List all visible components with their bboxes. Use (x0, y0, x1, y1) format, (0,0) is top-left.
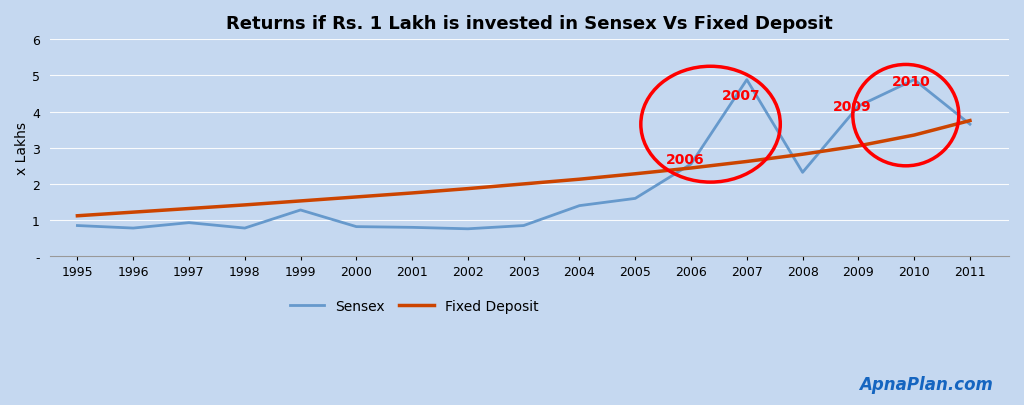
Sensex (964, 122, 976, 127)
Legend: Sensex, Fixed Deposit: Sensex, Fixed Deposit (284, 294, 544, 319)
Fixed Deposit (797, 152, 809, 157)
Y-axis label: x Lakhs: x Lakhs (15, 122, 29, 175)
Sensex (852, 104, 864, 109)
Sensex (573, 204, 586, 209)
Fixed Deposit (239, 203, 251, 208)
Sensex (239, 226, 251, 231)
Text: 2007: 2007 (722, 89, 761, 102)
Sensex (127, 226, 139, 231)
Fixed Deposit (406, 191, 418, 196)
Fixed Deposit (740, 160, 753, 164)
Sensex (629, 196, 641, 201)
Fixed Deposit (573, 177, 586, 182)
Fixed Deposit (852, 144, 864, 149)
Title: Returns if Rs. 1 Lakh is invested in Sensex Vs Fixed Deposit: Returns if Rs. 1 Lakh is invested in Sen… (226, 15, 833, 33)
Sensex (908, 78, 921, 83)
Text: 2006: 2006 (666, 153, 705, 166)
Text: 2010: 2010 (892, 75, 931, 89)
Fixed Deposit (183, 207, 196, 211)
Fixed Deposit (127, 210, 139, 215)
Sensex (350, 225, 362, 230)
Sensex (72, 224, 84, 228)
Fixed Deposit (517, 182, 529, 187)
Sensex (294, 208, 306, 213)
Sensex (406, 225, 418, 230)
Text: ApnaPlan.com: ApnaPlan.com (859, 375, 993, 393)
Fixed Deposit (350, 195, 362, 200)
Fixed Deposit (294, 199, 306, 204)
Sensex (740, 78, 753, 83)
Fixed Deposit (462, 187, 474, 192)
Fixed Deposit (964, 119, 976, 124)
Line: Sensex: Sensex (78, 81, 970, 229)
Fixed Deposit (908, 133, 921, 138)
Fixed Deposit (685, 166, 697, 171)
Fixed Deposit (629, 172, 641, 177)
Sensex (797, 171, 809, 175)
Fixed Deposit (72, 214, 84, 219)
Sensex (517, 224, 529, 228)
Sensex (183, 221, 196, 226)
Sensex (685, 162, 697, 167)
Line: Fixed Deposit: Fixed Deposit (78, 121, 970, 216)
Sensex (462, 227, 474, 232)
Text: 2009: 2009 (834, 100, 871, 113)
